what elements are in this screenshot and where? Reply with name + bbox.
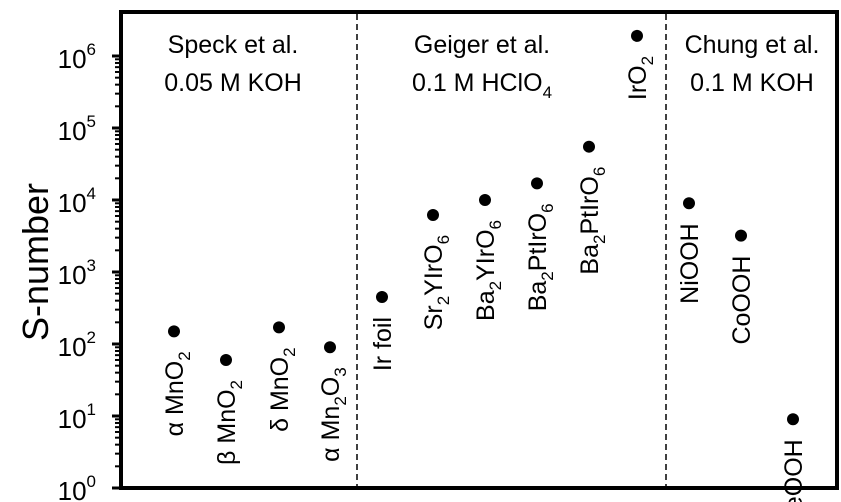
group-electrolyte: 0.05 M KOH — [164, 69, 302, 97]
group-title: Chung et al. — [685, 31, 820, 59]
data-point — [583, 140, 595, 153]
y-tick-label: 104 — [58, 184, 96, 218]
point-label: IrO2 — [624, 56, 657, 100]
group-title: Speck et al. — [168, 31, 299, 59]
point-label: NiOOH — [676, 223, 704, 304]
data-point — [531, 177, 543, 190]
data-points: α MnO2 β MnO2 δ MnO2 α Mn2O3 Ir foil Sr2YIrO6… — [161, 29, 808, 502]
point-label: Sr2YIrO6 — [420, 235, 453, 330]
y-axis-ticks: 100 101 102 103 104 105 106 — [58, 40, 121, 502]
y-tick-label: 103 — [58, 256, 96, 290]
data-point — [273, 321, 285, 334]
group-dividers — [356, 14, 667, 486]
point-label: δ MnO2 — [266, 347, 299, 432]
group-labels: Speck et al. 0.05 M KOH Geiger et al. 0.1 M… — [164, 31, 819, 102]
group-title: Geiger et al. — [414, 31, 550, 59]
data-point — [787, 413, 799, 426]
data-point — [631, 29, 643, 42]
point-label: Ir foil — [369, 317, 397, 371]
y-tick-label: 100 — [58, 472, 96, 502]
group-electrolyte: 0.1 M HClO4 — [412, 69, 552, 102]
data-point — [376, 290, 388, 303]
data-point — [168, 325, 180, 338]
y-tick-label: 102 — [58, 328, 96, 362]
point-label: Ba2YIrO6 — [472, 220, 505, 321]
data-point — [735, 229, 747, 242]
point-label: α MnO2 — [161, 351, 194, 436]
point-label: β MnO2 — [213, 380, 246, 465]
point-label: Ba2PtIrO6 — [524, 203, 557, 311]
y-tick-label: 106 — [58, 40, 96, 74]
data-point — [683, 197, 695, 210]
point-label: CoOOH — [728, 256, 756, 345]
point-label: α Mn2O3 — [317, 367, 350, 462]
data-point — [220, 353, 232, 366]
data-point — [479, 194, 491, 206]
point-label: FeOOH — [780, 439, 808, 502]
group-electrolyte: 0.1 M KOH — [690, 69, 814, 97]
data-point — [427, 208, 439, 221]
plot-frame — [119, 10, 839, 490]
data-point — [324, 341, 336, 354]
y-axis-label: S-number — [15, 183, 56, 341]
y-tick-label: 101 — [58, 400, 96, 434]
y-tick-label: 105 — [58, 112, 96, 146]
point-label: Ba2PtIrO6 — [576, 167, 609, 275]
